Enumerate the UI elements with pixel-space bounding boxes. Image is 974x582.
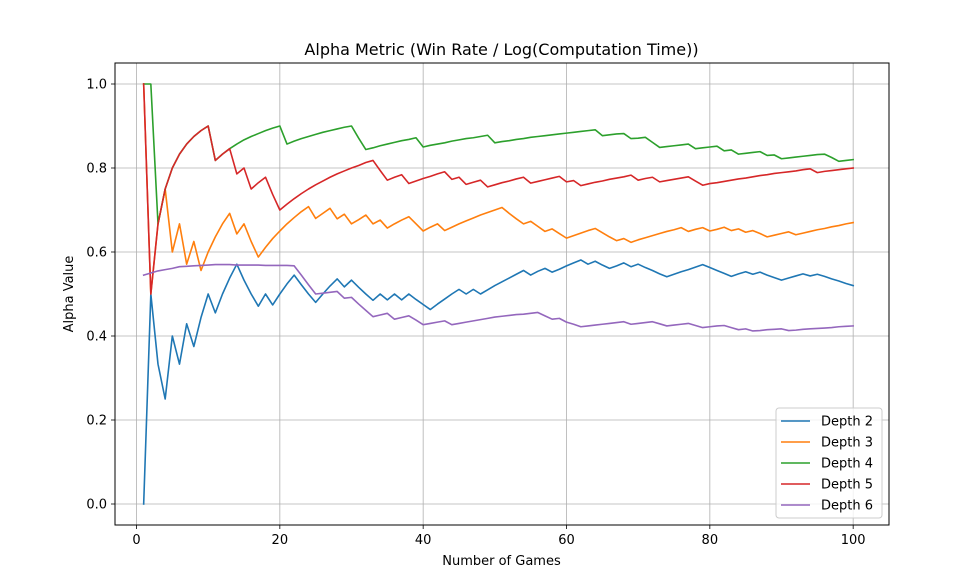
legend-box	[775, 407, 883, 519]
x-tick-label: 0	[132, 533, 140, 548]
y-axis-ticks: 0.0 0.2 0.4 0.6 0.8 1.0	[86, 78, 115, 513]
x-axis-ticks: 0 20 40 60 80 100	[132, 525, 866, 548]
legend-label-depth-4: Depth 4	[821, 457, 873, 472]
chart-title: Alpha Metric (Win Rate / Log(Computation…	[304, 40, 698, 59]
x-tick-label: 20	[272, 533, 289, 548]
y-tick-label: 0.4	[86, 330, 107, 345]
x-tick-label: 40	[415, 533, 432, 548]
x-tick-label: 80	[702, 533, 719, 548]
y-axis-label: Alpha Value	[62, 256, 77, 333]
legend-label-depth-6: Depth 6	[821, 499, 873, 514]
plot-frame	[114, 62, 890, 526]
y-tick-label: 0.2	[86, 414, 107, 429]
legend-label-depth-5: Depth 5	[821, 478, 873, 493]
series-line-depth-4	[142, 83, 855, 225]
x-axis-label: Number of Games	[442, 554, 561, 569]
series-lines	[142, 83, 855, 505]
series-line-depth-5	[142, 83, 855, 295]
y-tick-label: 0.6	[86, 246, 107, 261]
gridlines	[115, 63, 889, 525]
x-tick-label: 100	[841, 533, 866, 548]
legend-label-depth-2: Depth 2	[821, 415, 873, 430]
series-line-depth-2	[142, 259, 855, 505]
series-line-depth-3	[142, 83, 855, 295]
legend-label-depth-3: Depth 3	[821, 436, 873, 451]
x-tick-label: 60	[558, 533, 575, 548]
y-tick-label: 1.0	[86, 78, 107, 93]
legend: Depth 2 Depth 3 Depth 4 Depth 5 Depth 6	[775, 407, 883, 519]
series-line-depth-6	[142, 263, 855, 332]
y-tick-label: 0.8	[86, 162, 107, 177]
y-tick-label: 0.0	[86, 498, 107, 513]
